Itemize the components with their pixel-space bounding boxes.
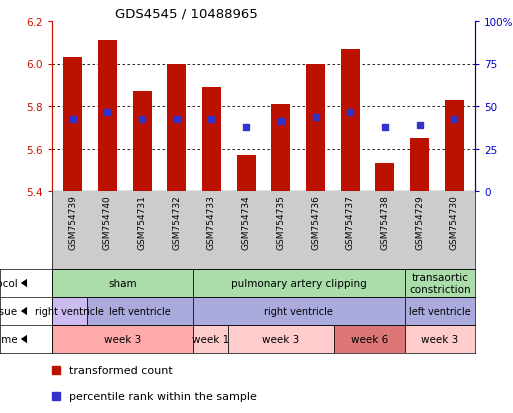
- Text: GSM754729: GSM754729: [415, 195, 424, 249]
- Bar: [193, 325, 228, 353]
- Text: week 3: week 3: [263, 334, 300, 344]
- Text: week 3: week 3: [421, 334, 459, 344]
- Bar: [228, 325, 334, 353]
- Text: percentile rank within the sample: percentile rank within the sample: [69, 391, 257, 401]
- Text: right ventricle: right ventricle: [35, 306, 104, 316]
- Text: right ventricle: right ventricle: [264, 306, 333, 316]
- Polygon shape: [21, 279, 27, 287]
- Text: GSM754733: GSM754733: [207, 195, 216, 249]
- Text: GDS4545 / 10488965: GDS4545 / 10488965: [115, 8, 258, 21]
- Bar: [63, 58, 83, 192]
- Text: GSM754737: GSM754737: [346, 195, 354, 249]
- Bar: [52, 269, 193, 297]
- Text: GSM754735: GSM754735: [277, 195, 285, 249]
- Text: week 3: week 3: [104, 334, 141, 344]
- Text: time: time: [0, 334, 18, 344]
- Bar: [445, 100, 464, 192]
- Text: GSM754738: GSM754738: [380, 195, 389, 249]
- Text: GSM754739: GSM754739: [68, 195, 77, 249]
- Text: GSM754732: GSM754732: [172, 195, 181, 249]
- Text: week 1: week 1: [192, 334, 229, 344]
- Text: transaortic
constriction: transaortic constriction: [409, 273, 470, 294]
- Bar: [98, 41, 117, 192]
- Text: tissue: tissue: [0, 306, 18, 316]
- Bar: [133, 92, 152, 192]
- Bar: [341, 50, 360, 192]
- Text: GSM754730: GSM754730: [450, 195, 459, 249]
- Bar: [52, 297, 87, 325]
- Bar: [404, 297, 475, 325]
- Bar: [271, 104, 290, 192]
- Text: week 6: week 6: [350, 334, 388, 344]
- Bar: [404, 325, 475, 353]
- Text: left ventricle: left ventricle: [109, 306, 171, 316]
- Polygon shape: [21, 335, 27, 343]
- Bar: [306, 64, 325, 192]
- Text: protocol: protocol: [0, 278, 18, 288]
- Text: left ventricle: left ventricle: [409, 306, 470, 316]
- Bar: [376, 164, 394, 192]
- Bar: [404, 269, 475, 297]
- Bar: [87, 297, 193, 325]
- Text: GSM754736: GSM754736: [311, 195, 320, 249]
- Text: sham: sham: [108, 278, 137, 288]
- Polygon shape: [21, 307, 27, 316]
- Bar: [410, 138, 429, 192]
- Text: GSM754740: GSM754740: [103, 195, 112, 249]
- Bar: [202, 88, 221, 192]
- Text: transformed count: transformed count: [69, 365, 173, 375]
- Text: GSM754734: GSM754734: [242, 195, 251, 249]
- Bar: [193, 297, 404, 325]
- Text: GSM754731: GSM754731: [137, 195, 147, 249]
- Bar: [167, 64, 186, 192]
- Bar: [193, 269, 404, 297]
- Text: pulmonary artery clipping: pulmonary artery clipping: [231, 278, 367, 288]
- Bar: [236, 156, 255, 192]
- Bar: [334, 325, 404, 353]
- Bar: [52, 325, 193, 353]
